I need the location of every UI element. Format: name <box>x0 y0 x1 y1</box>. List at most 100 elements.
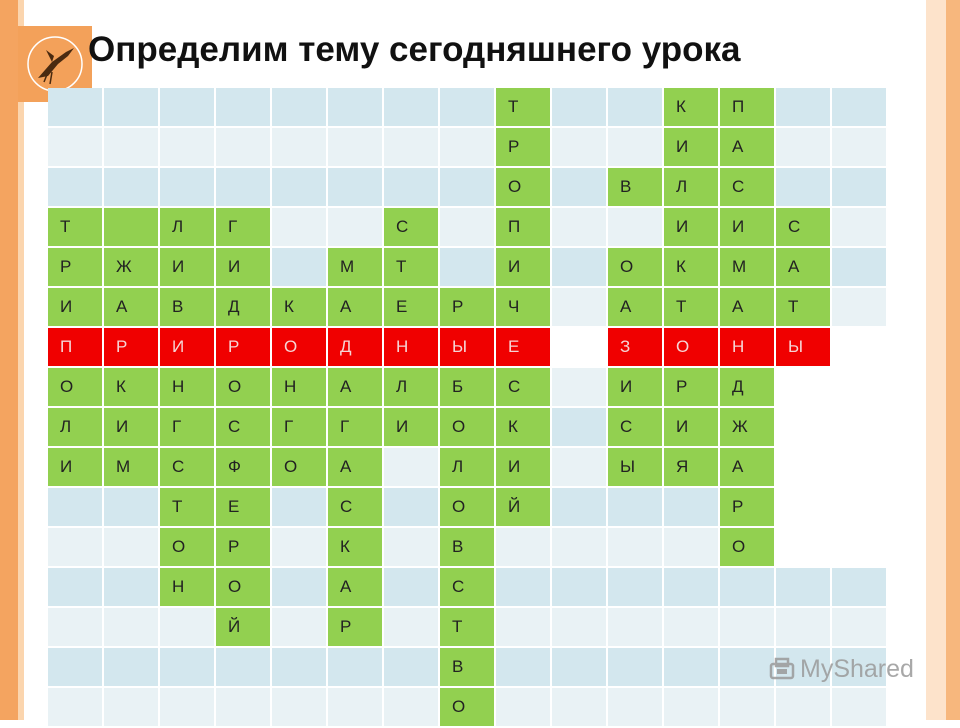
crossword-cell <box>664 648 720 688</box>
crossword-cell: И <box>664 208 720 248</box>
crossword-cell: Е <box>384 288 440 328</box>
crossword-cell <box>272 248 328 288</box>
crossword-cell <box>216 128 272 168</box>
crossword-cell: Р <box>664 368 720 408</box>
crossword-cell: Т <box>48 208 104 248</box>
crossword-cell <box>384 488 440 528</box>
crossword-cell: П <box>720 88 776 128</box>
crossword-cell: О <box>664 328 720 368</box>
crossword-cell: Ж <box>104 248 160 288</box>
crossword-cell: И <box>160 248 216 288</box>
crossword-cell: С <box>160 448 216 488</box>
crossword-cell: Т <box>496 88 552 128</box>
crossword-cell: И <box>664 408 720 448</box>
crossword-cell: Р <box>720 488 776 528</box>
crossword-cell: А <box>720 288 776 328</box>
crossword-cell: О <box>272 328 328 368</box>
crossword-cell <box>384 448 440 488</box>
crossword-cell <box>832 128 888 168</box>
crossword-cell <box>48 608 104 648</box>
crossword-cell: Г <box>216 208 272 248</box>
crossword-cell <box>832 568 888 608</box>
crossword-cell: Р <box>496 128 552 168</box>
crossword-cell <box>384 568 440 608</box>
crossword-cell <box>608 608 664 648</box>
crossword-cell <box>776 688 832 728</box>
crossword-cell: Ж <box>720 408 776 448</box>
crossword-cell: Д <box>216 288 272 328</box>
crossword-cell <box>832 368 888 408</box>
crossword-cell: С <box>776 208 832 248</box>
left-decor-stripe <box>18 0 24 720</box>
crossword-cell <box>104 608 160 648</box>
crossword-cell <box>552 248 608 288</box>
watermark-icon <box>769 657 795 679</box>
crossword-cell: К <box>496 408 552 448</box>
crossword-cell <box>608 648 664 688</box>
crossword-cell: Н <box>160 368 216 408</box>
crossword-cell <box>272 568 328 608</box>
crossword-cell: Р <box>440 288 496 328</box>
crossword-cell <box>48 128 104 168</box>
crossword-cell <box>496 688 552 728</box>
crossword-cell <box>832 448 888 488</box>
crossword-cell <box>776 528 832 568</box>
crossword-cell <box>552 528 608 568</box>
crossword-cell <box>832 528 888 568</box>
crossword-cell <box>608 128 664 168</box>
crossword-cell: С <box>720 168 776 208</box>
watermark-text: MyShared <box>800 655 914 683</box>
crossword-cell: И <box>384 408 440 448</box>
crossword-cell: С <box>608 408 664 448</box>
crossword-cell: И <box>608 368 664 408</box>
crossword-cell: О <box>216 568 272 608</box>
crossword-cell: В <box>440 648 496 688</box>
crossword-cell: И <box>48 288 104 328</box>
crossword-cell <box>48 648 104 688</box>
crossword-cell <box>104 128 160 168</box>
crossword-cell: Г <box>328 408 384 448</box>
crossword-cell: Д <box>328 328 384 368</box>
crossword-cell <box>160 88 216 128</box>
crossword-cell <box>608 688 664 728</box>
crossword-cell <box>832 688 888 728</box>
crossword-cell: И <box>496 448 552 488</box>
crossword-cell <box>104 688 160 728</box>
crossword-cell: Л <box>440 448 496 488</box>
crossword-cell <box>664 568 720 608</box>
crossword-cell <box>552 368 608 408</box>
crossword-cell <box>160 688 216 728</box>
crossword-cell <box>440 168 496 208</box>
crossword-cell <box>384 528 440 568</box>
crossword-cell <box>776 408 832 448</box>
crossword-cell: Н <box>384 328 440 368</box>
crossword-cell <box>216 688 272 728</box>
crossword-cell <box>272 88 328 128</box>
crossword-cell <box>552 288 608 328</box>
crossword-cell: И <box>496 248 552 288</box>
crossword-cell <box>440 128 496 168</box>
crossword-cell <box>720 688 776 728</box>
crossword-cell <box>384 128 440 168</box>
crossword-cell <box>776 368 832 408</box>
crossword-cell: О <box>440 488 496 528</box>
crossword-cell <box>720 648 776 688</box>
right-decor-bar <box>946 0 960 720</box>
crossword-cell <box>552 328 608 368</box>
crossword-cell: Т <box>384 248 440 288</box>
crossword-cell <box>552 568 608 608</box>
crossword-cell: М <box>720 248 776 288</box>
crossword-cell: А <box>720 128 776 168</box>
crossword-cell: Д <box>720 368 776 408</box>
crossword-cell: К <box>328 528 384 568</box>
crossword-cell <box>384 688 440 728</box>
crossword-cell <box>216 168 272 208</box>
crossword-cell <box>776 128 832 168</box>
crossword-cell: З <box>608 328 664 368</box>
crossword-cell: С <box>440 568 496 608</box>
crossword-cell: Ф <box>216 448 272 488</box>
crossword-cell: О <box>272 448 328 488</box>
crossword-cell <box>272 128 328 168</box>
crossword-cell: М <box>328 248 384 288</box>
crossword-cell: Н <box>720 328 776 368</box>
